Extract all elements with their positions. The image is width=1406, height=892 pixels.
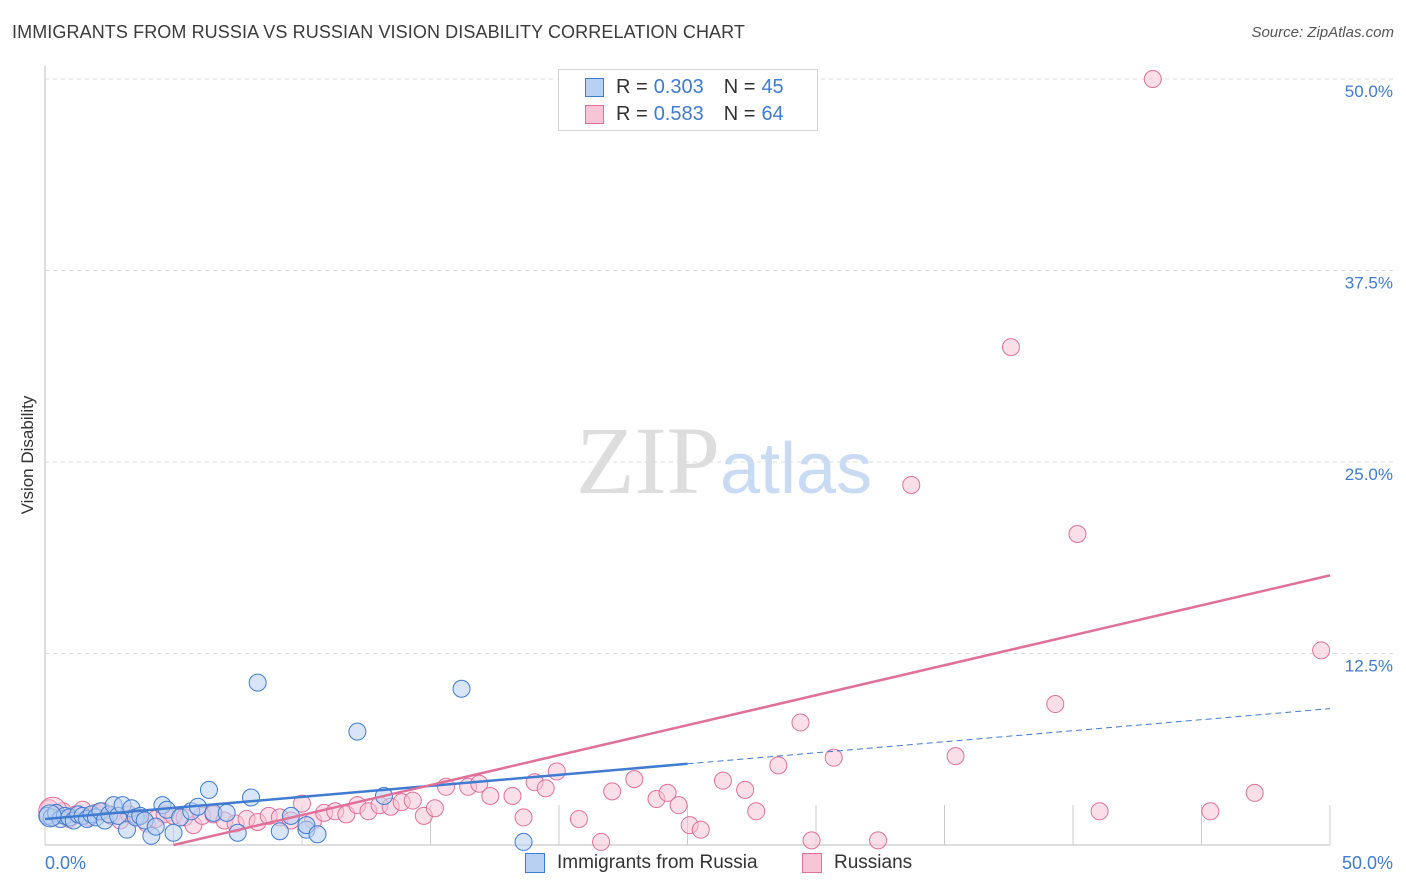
grid-lines [45, 78, 1395, 654]
bottom-legend-swatch-blue [525, 853, 545, 873]
trend-line-immigrants [44, 762, 688, 821]
point-russians [691, 820, 710, 839]
y-tick-label: 50.0% [1345, 82, 1393, 101]
source-credit: Source: ZipAtlas.com [1251, 24, 1394, 41]
legend-row-russians: R = 0.583 N = 64 [585, 103, 784, 125]
point-russians [1046, 695, 1065, 714]
point-russians [669, 796, 688, 815]
point-russians [1090, 802, 1109, 821]
legend-n-value: 45 [761, 75, 784, 98]
bottom-legend-label: Russians [834, 852, 913, 873]
watermark-atlas: atlas [720, 429, 872, 509]
x-tick-label-max: 50.0% [1342, 853, 1393, 873]
bottom-legend-immigrants: Immigrants from Russia [525, 852, 758, 874]
point-immigrants [146, 817, 165, 836]
legend-r-label: R = [616, 75, 648, 98]
point-russians [1312, 641, 1331, 660]
point-immigrants [217, 803, 236, 822]
point-immigrants [248, 673, 267, 692]
legend-r-value: 0.303 [653, 75, 704, 98]
point-russians [1068, 525, 1087, 544]
legend-row-immigrants: R = 0.303 N = 45 [585, 76, 784, 98]
point-russians [1245, 783, 1264, 802]
point-immigrants [228, 823, 247, 842]
point-russians [1001, 338, 1020, 357]
point-russians [802, 831, 821, 850]
trend-line-immigrants-extrapolated [687, 708, 1331, 765]
point-russians [547, 762, 566, 781]
bottom-legend-swatch-pink [802, 853, 822, 873]
legend-r-label: R = [616, 102, 648, 125]
point-immigrants [308, 825, 327, 844]
point-russians [470, 774, 489, 793]
point-russians [403, 791, 422, 810]
point-russians [1143, 70, 1162, 88]
y-tick-label: 37.5% [1345, 274, 1393, 293]
point-immigrants [270, 822, 289, 841]
point-russians [514, 808, 533, 827]
chart-title: IMMIGRANTS FROM RUSSIA VS RUSSIAN VISION… [12, 22, 746, 42]
correlation-legend: R = 0.303 N = 45 R = 0.583 N = 64 [558, 69, 818, 131]
point-russians [902, 475, 921, 494]
point-immigrants [242, 788, 261, 807]
point-russians [736, 780, 755, 799]
point-russians [625, 770, 644, 789]
point-immigrants-cluster [38, 804, 62, 828]
point-russians [536, 779, 555, 798]
point-russians [658, 783, 677, 802]
point-immigrants [199, 780, 218, 799]
trend-lines [44, 574, 1331, 847]
legend-r-value: 0.583 [653, 102, 704, 125]
legend-n-label: N = [723, 75, 756, 98]
point-immigrants [117, 820, 136, 839]
watermark-zip: ZIP [576, 407, 720, 514]
tick-labels: 12.5% 25.0% 37.5% 50.0% 0.0% 50.0% [45, 82, 1393, 873]
legend-swatch-blue [585, 77, 604, 97]
legend-n-label: N = [723, 102, 756, 125]
point-russians [713, 771, 732, 790]
point-russians [481, 786, 500, 805]
bottom-legend-label: Immigrants from Russia [557, 852, 758, 873]
point-russians [293, 794, 311, 813]
point-russians [791, 713, 810, 732]
point-immigrants [514, 832, 533, 851]
bottom-legend-russians: Russians [802, 852, 912, 874]
point-russians [603, 782, 622, 801]
point-russians [869, 831, 888, 850]
point-immigrants [348, 722, 367, 741]
y-tick-label: 25.0% [1345, 465, 1393, 484]
point-russians [769, 756, 788, 775]
point-russians [569, 809, 588, 828]
point-russians [747, 802, 766, 821]
point-russians [592, 832, 611, 851]
point-immigrants [452, 679, 471, 698]
point-russians [946, 747, 965, 766]
trend-line-russians [173, 574, 1331, 847]
x-tick-label-min: 0.0% [45, 853, 86, 873]
point-russians [503, 786, 522, 805]
point-russians [824, 748, 843, 767]
legend-swatch-pink [585, 104, 604, 124]
point-russians [425, 799, 444, 818]
legend-n-value: 64 [761, 102, 784, 125]
y-tick-label: 12.5% [1345, 657, 1393, 676]
point-immigrants [164, 823, 183, 842]
point-russians [1201, 802, 1220, 821]
